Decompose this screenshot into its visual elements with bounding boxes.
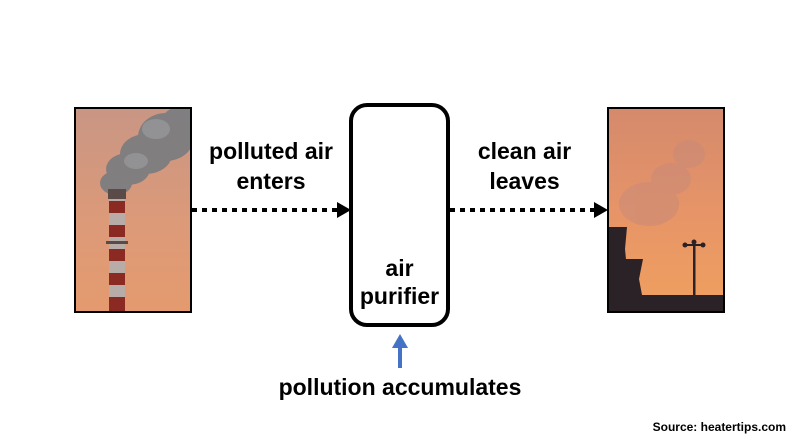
air-purifier-box: [349, 103, 450, 327]
source-credit: Source: heatertips.com: [652, 420, 786, 434]
hazy-skyline-photo: [607, 107, 725, 313]
clean-air-label: clean air leaves: [462, 136, 587, 196]
polluted-line-1: polluted air: [209, 138, 333, 164]
pollution-accumulates-label: pollution accumulates: [278, 374, 522, 400]
clean-line-2: leaves: [489, 168, 560, 194]
skyline-illustration: [609, 109, 723, 311]
arrow-up: [392, 334, 408, 368]
smokestack-photo: [74, 107, 192, 313]
air-purifier-label: air purifier: [349, 254, 450, 310]
arrow-out: [450, 202, 608, 218]
purifier-line-1: air: [385, 255, 414, 281]
polluted-line-2: enters: [236, 168, 306, 194]
purifier-line-2: purifier: [359, 283, 440, 309]
polluted-air-label: polluted air enters: [196, 136, 346, 196]
arrow-in: [192, 202, 351, 218]
haze: [619, 140, 705, 226]
chimney: [106, 189, 128, 311]
lamp-post: [682, 239, 706, 301]
smokestack-illustration: [76, 109, 190, 311]
clean-line-1: clean air: [477, 138, 572, 164]
